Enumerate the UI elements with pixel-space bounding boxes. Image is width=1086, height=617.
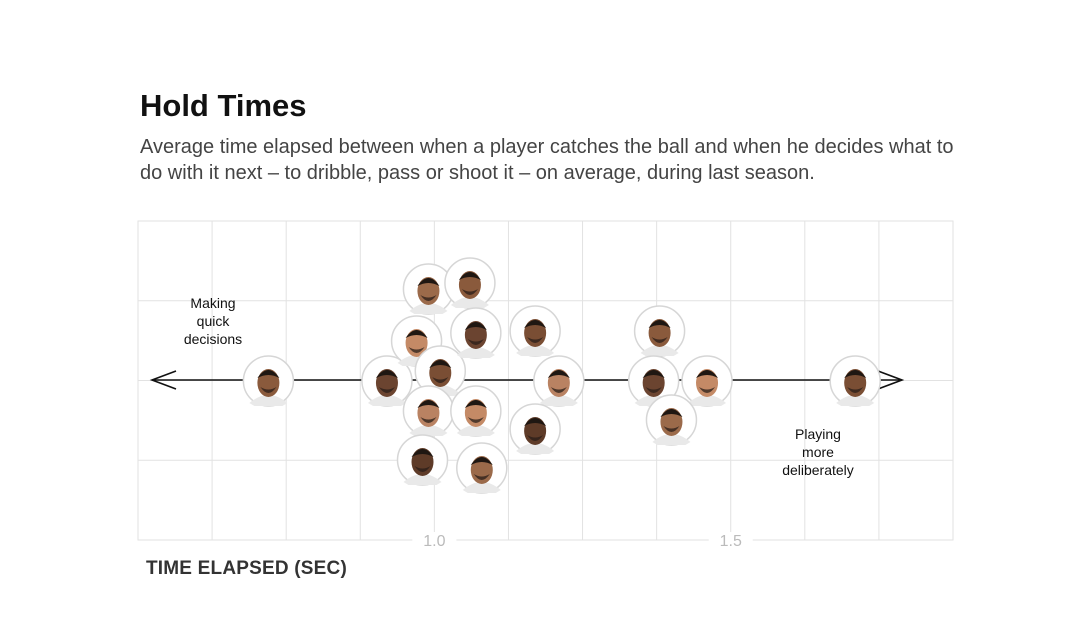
x-tick-label: 1.5 xyxy=(720,533,742,550)
player-point xyxy=(242,355,295,407)
player-shoulders-icon xyxy=(539,395,578,406)
chart-subtitle: Average time elapsed between when a play… xyxy=(140,136,954,184)
player-point xyxy=(509,403,561,455)
player-hair-icon xyxy=(642,370,665,378)
player-shoulders-icon xyxy=(652,434,691,445)
player-hair-icon xyxy=(844,370,867,378)
arrow-head-left xyxy=(149,370,177,390)
player-hair-icon xyxy=(470,457,493,465)
chart-title: Hold Times xyxy=(140,88,307,123)
player-beard-icon xyxy=(527,337,544,343)
player-hair-icon xyxy=(696,370,719,378)
player-hair-icon xyxy=(417,400,440,408)
annotation-right-line: Playing xyxy=(795,426,841,442)
player-beard-icon xyxy=(414,466,431,472)
player-point xyxy=(444,257,496,309)
player-shoulders-icon xyxy=(456,425,495,436)
player-point xyxy=(681,355,733,407)
annotation-right-line: more xyxy=(802,444,834,460)
x-axis-label: TIME ELAPSED (SEC) xyxy=(146,558,348,579)
player-beard-icon xyxy=(651,337,668,343)
tick-label-bg xyxy=(412,532,457,548)
player-point xyxy=(402,263,455,315)
player-shoulders-icon xyxy=(462,482,501,493)
player-hair-icon xyxy=(464,322,487,330)
player-beard-icon xyxy=(467,417,484,423)
player-point xyxy=(645,394,698,446)
player-beard-icon xyxy=(645,387,662,393)
annotation-left-line: quick xyxy=(197,313,231,329)
player-shoulders-icon xyxy=(640,345,679,356)
player-hair-icon xyxy=(458,272,481,280)
player-shoulders-icon xyxy=(249,395,288,406)
player-point xyxy=(450,385,502,437)
x-tick-labels: 1.0 1.5 xyxy=(412,532,753,550)
player-point xyxy=(633,305,686,357)
player-beard-icon xyxy=(408,347,425,353)
player-hair-icon xyxy=(524,418,547,426)
player-beard-icon xyxy=(378,387,395,393)
player-point xyxy=(402,385,455,437)
player-hair-icon xyxy=(429,360,452,368)
player-shoulders-icon xyxy=(450,297,489,308)
player-beard-icon xyxy=(550,387,567,393)
player-shoulders-icon xyxy=(836,395,875,406)
player-shoulders-icon xyxy=(456,347,495,358)
player-hair-icon xyxy=(375,370,398,378)
player-beard-icon xyxy=(473,474,490,480)
player-points xyxy=(242,257,881,494)
annotation-left-line: decisions xyxy=(184,331,242,347)
player-point xyxy=(361,355,413,407)
annotation-right-line: deliberately xyxy=(782,462,854,478)
player-point xyxy=(533,355,585,407)
player-hair-icon xyxy=(417,278,440,286)
player-shoulders-icon xyxy=(516,345,555,356)
player-beard-icon xyxy=(420,417,437,423)
player-beard-icon xyxy=(461,289,478,295)
player-beard-icon xyxy=(699,387,716,393)
arrow-head-right xyxy=(877,370,905,390)
annotation-left-line: Making xyxy=(190,295,235,311)
player-hair-icon xyxy=(547,370,570,378)
player-hair-icon xyxy=(257,370,280,378)
x-tick-label: 1.0 xyxy=(423,533,445,550)
player-shoulders-icon xyxy=(409,425,448,436)
player-point xyxy=(829,355,881,407)
player-hair-icon xyxy=(660,409,683,417)
player-point xyxy=(396,434,449,486)
player-hair-icon xyxy=(524,320,547,328)
player-beard-icon xyxy=(260,387,277,393)
player-shoulders-icon xyxy=(516,443,555,454)
player-hair-icon xyxy=(405,330,428,338)
player-beard-icon xyxy=(432,377,449,383)
player-shoulders-icon xyxy=(403,474,442,485)
player-point xyxy=(456,442,508,494)
player-beard-icon xyxy=(847,387,864,393)
player-shoulders-icon xyxy=(409,303,448,314)
tick-label-bg xyxy=(708,532,753,548)
player-beard-icon xyxy=(420,295,437,301)
player-beard-icon xyxy=(527,435,544,441)
player-shoulders-icon xyxy=(688,395,727,406)
player-beard-icon xyxy=(467,339,484,345)
player-point xyxy=(450,307,502,359)
player-hair-icon xyxy=(411,449,434,457)
player-shoulders-icon xyxy=(367,395,406,406)
annotations: Making quick decisions Playing more deliberat… xyxy=(184,295,854,478)
player-hair-icon xyxy=(464,400,487,408)
player-point xyxy=(509,305,561,357)
player-hair-icon xyxy=(648,320,671,328)
player-beard-icon xyxy=(663,426,680,432)
